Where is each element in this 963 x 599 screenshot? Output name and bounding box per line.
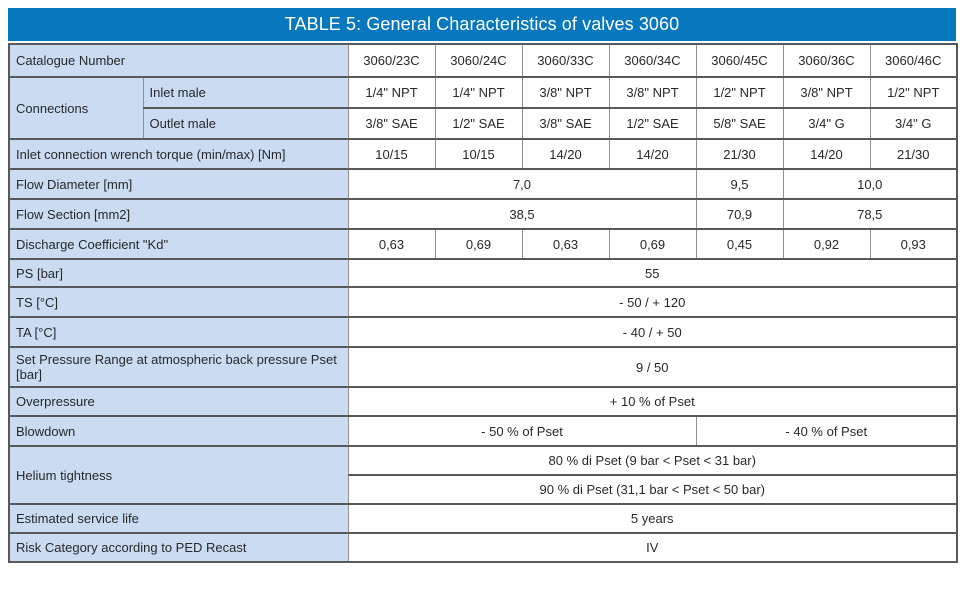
catalogue-number-cell: 3060/46C bbox=[869, 43, 958, 78]
outlet-male-cell: 3/8" SAE bbox=[347, 107, 436, 140]
table-row: TA [°C] - 40 / + 50 bbox=[8, 316, 958, 348]
table-row: Flow Diameter [mm] 7,0 9,5 10,0 bbox=[8, 168, 958, 200]
torque-cell: 10/15 bbox=[434, 138, 523, 170]
flow-section-cell: 78,5 bbox=[782, 198, 958, 230]
row-label-service-life: Estimated service life bbox=[8, 503, 349, 534]
torque-cell: 14/20 bbox=[521, 138, 610, 170]
ts-cell: - 50 / + 120 bbox=[347, 286, 958, 318]
row-label-discharge-coefficient: Discharge Coefficient "Kd" bbox=[8, 228, 349, 260]
row-label-ps: PS [bar] bbox=[8, 258, 349, 288]
inlet-male-cell: 1/4" NPT bbox=[347, 76, 436, 109]
blowdown-cell: - 50 % of Pset bbox=[347, 415, 697, 447]
inlet-male-cell: 1/2" NPT bbox=[869, 76, 958, 109]
row-label-flow-diameter: Flow Diameter [mm] bbox=[8, 168, 349, 200]
catalogue-number-cell: 3060/45C bbox=[695, 43, 784, 78]
torque-cell: 14/20 bbox=[782, 138, 871, 170]
flow-section-cell: 38,5 bbox=[347, 198, 697, 230]
service-life-cell: 5 years bbox=[347, 503, 958, 534]
discharge-coefficient-cell: 0,69 bbox=[608, 228, 697, 260]
row-sublabel-inlet-male: Inlet male bbox=[142, 76, 349, 109]
set-pressure-range-cell: 9 / 50 bbox=[347, 346, 958, 388]
table-row: Flow Section [mm2] 38,5 70,9 78,5 bbox=[8, 198, 958, 230]
table-row: Outlet male 3/8" SAE 1/2" SAE 3/8" SAE 1… bbox=[9, 107, 958, 140]
table-title: TABLE 5: General Characteristics of valv… bbox=[8, 8, 956, 41]
table-row: Set Pressure Range at atmospheric back p… bbox=[8, 346, 958, 388]
overpressure-cell: + 10 % of Pset bbox=[347, 386, 958, 417]
outlet-male-cell: 1/2" SAE bbox=[434, 107, 523, 140]
outlet-male-cell: 1/2" SAE bbox=[608, 107, 697, 140]
table-row: 90 % di Pset (31,1 bar < Pset < 50 bar) bbox=[9, 474, 958, 505]
blowdown-cell: - 40 % of Pset bbox=[695, 415, 958, 447]
row-label-risk-category: Risk Category according to PED Recast bbox=[8, 532, 349, 563]
torque-cell: 10/15 bbox=[347, 138, 436, 170]
inlet-male-cell: 3/8" NPT bbox=[782, 76, 871, 109]
flow-diameter-cell: 7,0 bbox=[347, 168, 697, 200]
catalogue-number-cell: 3060/24C bbox=[434, 43, 523, 78]
general-characteristics-table: Catalogue Number 3060/23C 3060/24C 3060/… bbox=[8, 43, 958, 563]
row-sublabel-outlet-male: Outlet male bbox=[142, 107, 349, 140]
outlet-male-cell: 3/4" G bbox=[869, 107, 958, 140]
table-row: Overpressure + 10 % of Pset bbox=[8, 386, 958, 417]
catalogue-number-cell: 3060/33C bbox=[521, 43, 610, 78]
table-row: TS [°C] - 50 / + 120 bbox=[8, 286, 958, 318]
flow-section-cell: 70,9 bbox=[695, 198, 784, 230]
torque-cell: 21/30 bbox=[869, 138, 958, 170]
inlet-male-cell: 3/8" NPT bbox=[608, 76, 697, 109]
ta-cell: - 40 / + 50 bbox=[347, 316, 958, 348]
row-label-wrench-torque: Inlet connection wrench torque (min/max)… bbox=[8, 138, 349, 170]
discharge-coefficient-cell: 0,69 bbox=[434, 228, 523, 260]
row-label-blowdown: Blowdown bbox=[8, 415, 349, 447]
table-row: Connections Inlet male 1/4" NPT 1/4" NPT… bbox=[8, 76, 958, 140]
outlet-male-cell: 5/8" SAE bbox=[695, 107, 784, 140]
torque-cell: 21/30 bbox=[695, 138, 784, 170]
inlet-male-cell: 3/8" NPT bbox=[521, 76, 610, 109]
helium-tightness-cell: 90 % di Pset (31,1 bar < Pset < 50 bar) bbox=[347, 474, 958, 505]
inlet-male-cell: 1/2" NPT bbox=[695, 76, 784, 109]
ps-cell: 55 bbox=[347, 258, 958, 288]
row-label-ts: TS [°C] bbox=[8, 286, 349, 318]
table-row: Discharge Coefficient "Kd" 0,63 0,69 0,6… bbox=[8, 228, 958, 260]
row-label-catalogue-number: Catalogue Number bbox=[8, 43, 349, 78]
table-row: Catalogue Number 3060/23C 3060/24C 3060/… bbox=[8, 43, 958, 78]
helium-tightness-cell: 80 % di Pset (9 bar < Pset < 31 bar) bbox=[347, 445, 958, 476]
table-row: Inlet connection wrench torque (min/max)… bbox=[8, 138, 958, 170]
discharge-coefficient-cell: 0,63 bbox=[347, 228, 436, 260]
row-label-connections: Connections bbox=[8, 76, 144, 140]
inlet-male-cell: 1/4" NPT bbox=[434, 76, 523, 109]
table-row: Blowdown - 50 % of Pset - 40 % of Pset bbox=[8, 415, 958, 447]
row-label-overpressure: Overpressure bbox=[8, 386, 349, 417]
flow-diameter-cell: 9,5 bbox=[695, 168, 784, 200]
discharge-coefficient-cell: 0,93 bbox=[869, 228, 958, 260]
table-row: Helium tightness 80 % di Pset (9 bar < P… bbox=[8, 445, 958, 505]
datasheet-page: TABLE 5: General Characteristics of valv… bbox=[8, 8, 958, 563]
outlet-male-cell: 3/4" G bbox=[782, 107, 871, 140]
catalogue-number-cell: 3060/36C bbox=[782, 43, 871, 78]
outlet-male-cell: 3/8" SAE bbox=[521, 107, 610, 140]
flow-diameter-cell: 10,0 bbox=[782, 168, 958, 200]
row-label-flow-section: Flow Section [mm2] bbox=[8, 198, 349, 230]
torque-cell: 14/20 bbox=[608, 138, 697, 170]
discharge-coefficient-cell: 0,45 bbox=[695, 228, 784, 260]
row-label-ta: TA [°C] bbox=[8, 316, 349, 348]
table-row: Estimated service life 5 years bbox=[8, 503, 958, 534]
table-row: PS [bar] 55 bbox=[8, 258, 958, 288]
discharge-coefficient-cell: 0,92 bbox=[782, 228, 871, 260]
table-row: Risk Category according to PED Recast IV bbox=[8, 532, 958, 563]
row-label-helium-tightness: Helium tightness bbox=[8, 445, 349, 505]
catalogue-number-cell: 3060/34C bbox=[608, 43, 697, 78]
catalogue-number-cell: 3060/23C bbox=[347, 43, 436, 78]
row-label-set-pressure-range: Set Pressure Range at atmospheric back p… bbox=[8, 346, 349, 388]
risk-category-cell: IV bbox=[347, 532, 958, 563]
discharge-coefficient-cell: 0,63 bbox=[521, 228, 610, 260]
